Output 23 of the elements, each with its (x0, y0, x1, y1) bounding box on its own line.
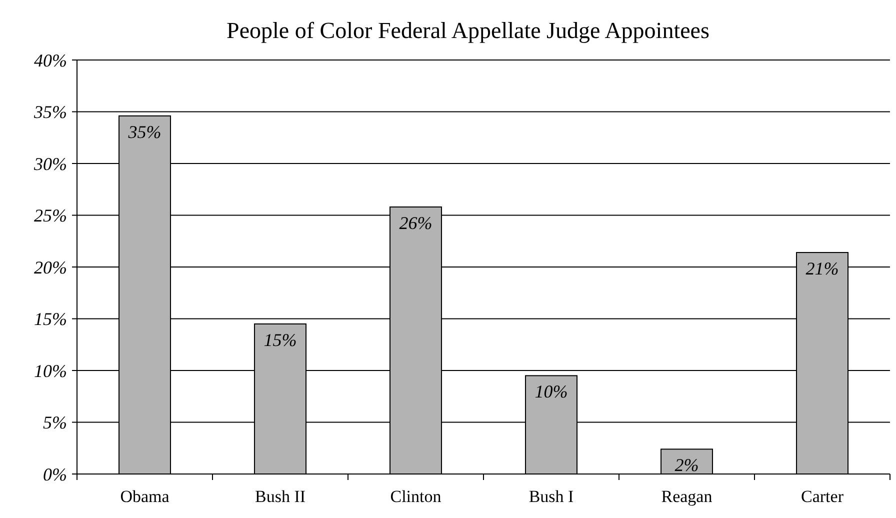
y-tick-label: 20% (34, 257, 67, 278)
data-label: 35% (127, 122, 162, 142)
y-tick-label: 10% (34, 360, 67, 381)
chart-title: People of Color Federal Appellate Judge Appointees (226, 18, 710, 43)
data-label: 2% (674, 455, 699, 476)
y-tick-label: 15% (34, 309, 67, 330)
x-tick-label: Carter (801, 487, 844, 506)
y-tick-label: 0% (43, 464, 67, 484)
y-tick-label: 25% (34, 206, 67, 226)
x-tick-label: Reagan (661, 487, 713, 506)
y-tick-label: 35% (33, 102, 67, 122)
x-tick-label: Bush II (254, 487, 306, 506)
data-label: 10% (534, 382, 568, 402)
x-tick-label: Clinton (390, 487, 442, 506)
data-label: 26% (399, 212, 432, 233)
y-tick-label: 5% (43, 412, 67, 433)
x-tick-label: Obama (120, 487, 170, 506)
data-label: 15% (264, 330, 297, 350)
y-tick-label: 40% (34, 50, 67, 70)
data-label: 21% (806, 258, 839, 279)
bar (660, 448, 713, 474)
x-tick-label: Bush I (528, 487, 574, 506)
y-tick-label: 30% (33, 154, 67, 174)
